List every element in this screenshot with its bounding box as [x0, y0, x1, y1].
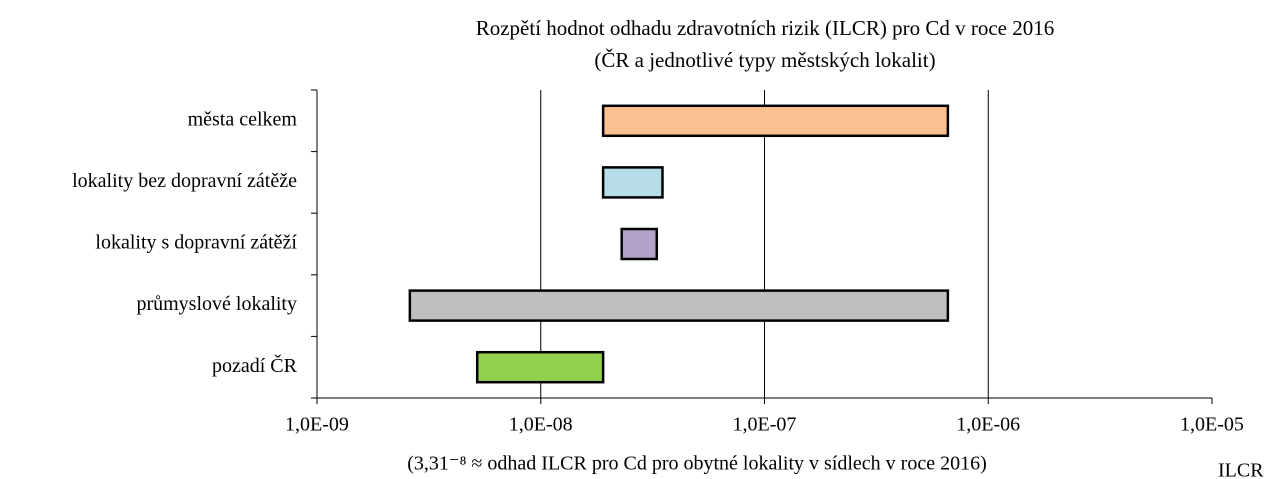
bar [408, 289, 950, 322]
bar [475, 350, 605, 384]
y-tick-label: lokality bez dopravní zátěže [72, 170, 297, 192]
x-unit: ILCR [1218, 460, 1264, 479]
chart-title: Rozpětí hodnot odhadu zdravotních rizik … [476, 16, 1055, 40]
y-tick-label: města celkem [188, 108, 298, 130]
x-tick-label: 1,0E-07 [733, 414, 797, 436]
chart-subtitle: (ČR a jednotlivé typy městských lokalit) [594, 48, 935, 72]
x-tick-label: 1,0E-09 [285, 414, 349, 436]
bar [601, 104, 950, 138]
y-tick-label: pozadí ČR [212, 353, 298, 377]
x-tick-label: 1,0E-06 [956, 414, 1020, 436]
y-tick-label: průmyslové lokality [136, 293, 297, 315]
x-tick-label: 1,0E-08 [509, 414, 573, 436]
y-tick-label: lokality s dopravní zátěží [95, 232, 297, 254]
bar [601, 166, 664, 199]
x-axis-label: (3,31⁻⁸ ≈ odhad ILCR pro Cd pro obytné l… [407, 453, 987, 475]
x-tick-label: 1,0E-05 [1180, 414, 1244, 436]
bar [620, 227, 659, 261]
